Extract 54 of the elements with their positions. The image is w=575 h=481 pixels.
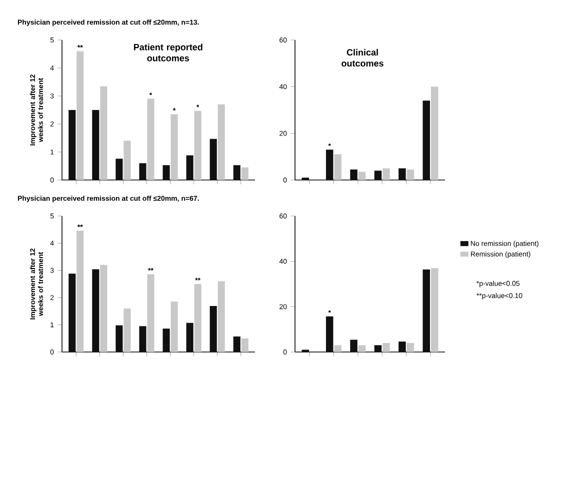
bar [422,100,430,180]
bar [430,86,438,180]
bar [116,325,123,352]
bar [100,264,108,352]
bar [170,114,178,180]
bar [186,322,194,352]
bar [170,302,178,352]
bar [186,155,194,180]
bar [358,345,366,352]
bar [382,342,390,352]
bar [162,328,170,352]
bar [382,168,390,180]
bar [76,230,84,352]
bar [430,268,438,352]
bar [68,274,76,352]
bar [194,110,202,180]
bar [194,284,202,352]
bar [374,170,382,180]
bar [374,345,382,352]
bar [241,167,248,180]
bar [210,138,217,180]
bar [162,165,170,180]
bar [218,281,225,352]
bar [233,336,240,352]
bar [241,338,248,352]
bar [68,110,76,180]
text: Clinical outcomes [342,48,384,67]
bar [350,169,358,180]
bar [218,104,225,180]
bar [334,345,342,352]
bar [147,98,154,180]
bar [233,165,240,180]
bar [210,306,217,352]
bar [358,172,366,180]
bar [334,154,342,180]
bar [92,110,100,180]
bar [124,308,131,352]
bar [124,140,131,180]
bar [326,150,334,180]
bar [100,86,108,180]
text: Patient reported outcomes [134,44,202,62]
bar [139,326,146,352]
bar [398,342,406,352]
bar [406,342,414,352]
bar [350,340,358,352]
bar [147,274,154,352]
bar [422,269,430,352]
bar [116,158,123,180]
bar [398,168,406,180]
bar [406,169,414,180]
bar [76,51,84,180]
bar [326,316,334,352]
bar [92,269,100,352]
bar [139,163,146,180]
